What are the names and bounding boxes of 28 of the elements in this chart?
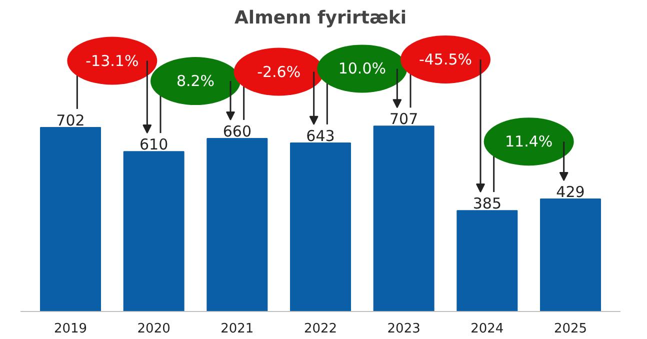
bar [123,151,184,312]
text: -45.5% [418,50,472,68]
annotation: 11.4% [505,132,553,151]
bar [40,126,101,312]
text: -13.1% [86,52,139,70]
bar [206,138,268,312]
text: 10.0% [338,60,386,78]
data-label: 702 [56,111,85,130]
x-tick-label: 2019 [54,322,88,336]
x-tick-label: 2021 [220,322,254,336]
chart-title: Almenn fyrirtæki [234,8,407,28]
x-tick-label: 2022 [304,322,338,336]
x-tick-label: 2020 [137,322,170,336]
bar [456,210,518,312]
data-label: 643 [306,126,335,145]
data-label: 429 [556,183,585,202]
text: -2.6% [257,62,301,81]
bar [290,142,351,312]
bar [373,126,434,312]
text: 8.2% [176,72,215,90]
x-tick-label: 2025 [554,322,588,336]
data-label: 660 [222,122,252,140]
x-tick-label: 2024 [470,322,504,336]
bar [540,198,601,312]
x-tick-label: 2023 [387,322,420,336]
data-label: 385 [472,194,502,213]
data-label: 707 [390,110,418,128]
data-label: 610 [140,136,168,154]
